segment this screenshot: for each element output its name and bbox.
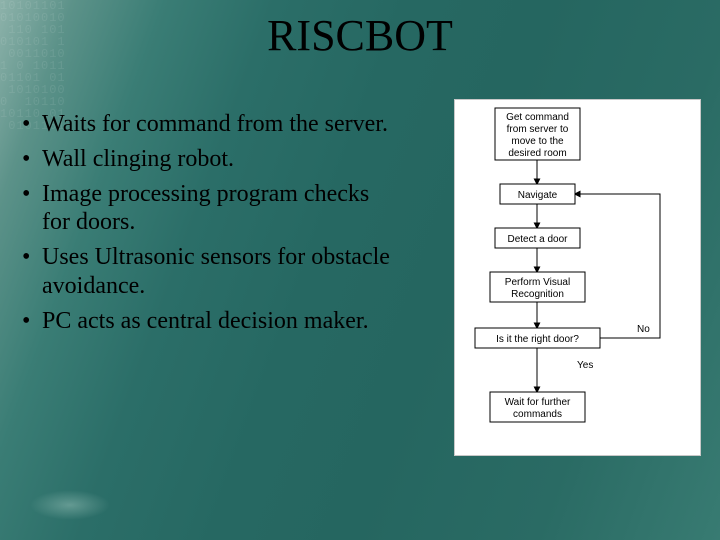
flow-edge <box>575 194 660 338</box>
bullet-list: Waits for command from the server. Wall … <box>20 110 400 342</box>
decorative-glow <box>30 490 110 520</box>
flow-node-text: from server to <box>507 124 569 135</box>
flow-node-text: Navigate <box>518 190 558 201</box>
flow-node-text: Recognition <box>511 289 564 300</box>
list-item: Image processing program checks for door… <box>20 180 400 238</box>
list-item: Wall clinging robot. <box>20 145 400 174</box>
flow-node-text: desired room <box>508 148 566 159</box>
flow-edge-label: No <box>637 324 650 335</box>
list-item: Waits for command from the server. <box>20 110 400 139</box>
flowchart-svg: Get commandfrom server tomove to thedesi… <box>455 100 700 455</box>
flow-node-text: Get command <box>506 112 569 123</box>
flow-node-text: commands <box>513 409 562 420</box>
flowchart-panel: Get commandfrom server tomove to thedesi… <box>455 100 700 455</box>
flow-node-text: Perform Visual <box>505 277 570 288</box>
flow-node-text: Detect a door <box>507 234 568 245</box>
slide-title: RISCBOT <box>0 10 720 61</box>
flow-node-text: move to the <box>511 136 564 147</box>
list-item: Uses Ultrasonic sensors for obstacle avo… <box>20 243 400 301</box>
list-item: PC acts as central decision maker. <box>20 307 400 336</box>
slide: 10101101 01010010 110 101 010101 1 00110… <box>0 0 720 540</box>
flow-node-text: Is it the right door? <box>496 334 579 345</box>
flow-node-text: Wait for further <box>505 397 571 408</box>
flow-edge-label: Yes <box>577 360 593 371</box>
